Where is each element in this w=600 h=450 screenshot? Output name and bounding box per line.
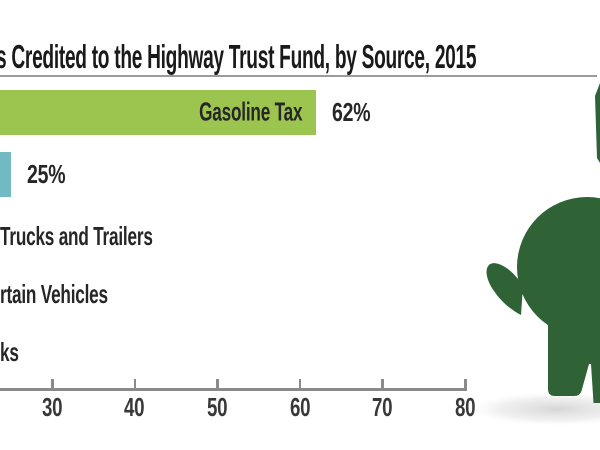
chart-title-text: s Credited to the Highway Trust Fund, by… [0,38,477,75]
x-axis-tick [464,379,467,389]
chart-title: s Credited to the Highway Trust Fund, by… [0,40,600,74]
title-divider [0,75,597,77]
category-label: rtain Vehicles [0,281,163,307]
x-axis-tick [133,379,137,389]
x-axis-tick-label: 30 [31,392,73,422]
x-axis-tick-label: 80 [444,392,486,422]
x-axis-tick [216,379,219,389]
value-label-text: 25% [26,159,66,189]
x-axis-tick-label-text: 50 [206,392,228,422]
x-axis-tick-label-text: 40 [124,392,145,422]
value-label: 62% [332,99,383,125]
x-axis-tick-label-text: 30 [41,392,63,422]
x-axis-tick-label: 70 [361,392,403,422]
category-label-text: ks [0,337,19,367]
bar: Gasoline Tax [0,89,317,135]
category-label-text: rtain Vehicles [0,279,108,309]
x-axis-tick-label: 60 [279,392,321,422]
x-axis-tick-label-text: 80 [454,392,476,422]
x-axis-tick [381,379,384,389]
x-axis-tick-label: 40 [114,392,156,422]
x-axis-tick [298,379,302,389]
value-label: 25% [27,161,78,187]
x-axis-tick-label: 50 [196,392,238,422]
x-axis-tick-label-text: 60 [289,392,311,422]
value-label-text: 62% [332,97,371,127]
bar-label: Gasoline Tax [199,96,303,127]
category-label: ks [0,339,28,365]
category-label: Trucks and Trailers [0,223,231,249]
x-axis-tick-label-text: 70 [372,392,393,422]
x-axis-line [0,388,467,391]
x-axis-tick [51,379,54,389]
bar [0,151,11,197]
category-label-text: Trucks and Trailers [0,221,153,251]
